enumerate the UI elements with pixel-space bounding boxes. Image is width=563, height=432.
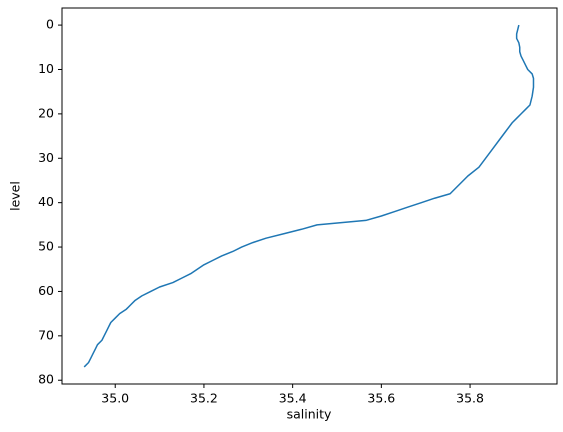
x-tick-label: 35.4 xyxy=(279,391,307,406)
y-tick-label: 40 xyxy=(38,194,54,209)
y-tick-label: 20 xyxy=(38,105,54,120)
x-tick-label: 35.8 xyxy=(456,391,484,406)
x-tick-label: 35.2 xyxy=(190,391,218,406)
y-tick-label: 60 xyxy=(38,283,54,298)
x-axis-label: salinity xyxy=(287,407,332,422)
y-tick-label: 80 xyxy=(38,372,54,387)
y-tick-label: 10 xyxy=(38,61,54,76)
x-tick-label: 35.0 xyxy=(101,391,129,406)
y-tick-label: 30 xyxy=(38,150,54,165)
x-tick-label: 35.6 xyxy=(367,391,395,406)
y-tick-label: 70 xyxy=(38,327,54,342)
y-axis-label: level xyxy=(8,181,23,211)
y-tick-label: 0 xyxy=(46,17,54,32)
plot-frame xyxy=(61,7,558,385)
data-line xyxy=(83,24,535,368)
y-tick-label: 50 xyxy=(38,239,54,254)
